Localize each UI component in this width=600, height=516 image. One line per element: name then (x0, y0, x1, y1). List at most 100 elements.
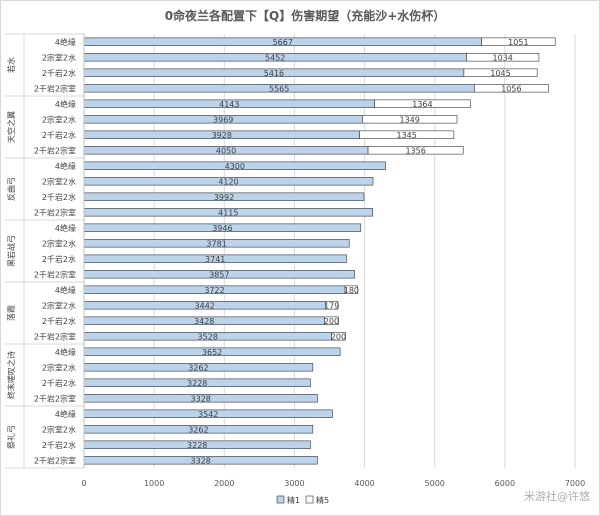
category-label: 2宗室2水 (42, 300, 76, 310)
category-label: 2宗室2水 (42, 238, 76, 248)
bar-series-2 (481, 37, 556, 46)
data-label-series-2: 200 (331, 332, 346, 341)
data-label-series-1: 3262 (188, 425, 208, 434)
group-label: 天空之翼 (6, 111, 16, 143)
bar-series-2 (374, 99, 471, 108)
legend-swatch-series-1 (276, 495, 285, 504)
category-label: 2宗室2水 (42, 114, 76, 124)
category-label: 4绝缘 (55, 409, 76, 419)
data-label-series-1: 5416 (264, 69, 284, 78)
category-label: 2宗室2水 (42, 424, 76, 434)
x-tick-label: 6000 (495, 479, 515, 488)
category-label: 2千岩2宗室 (34, 269, 76, 279)
category-label: 2千岩2宗室 (34, 331, 76, 341)
category-label: 4绝缘 (55, 99, 76, 109)
category-label: 2千岩2水 (42, 192, 76, 202)
category-label: 2千岩2宗室 (34, 393, 76, 403)
category-label: 2千岩2水 (42, 130, 76, 140)
group-label: 若水 (6, 57, 16, 73)
category-label: 2千岩2水 (42, 316, 76, 326)
category-label: 4绝缘 (55, 37, 76, 47)
data-label-series-1: 3528 (198, 332, 218, 341)
data-label-series-1: 3857 (209, 270, 229, 279)
category-label: 2千岩2宗室 (34, 83, 76, 93)
data-label-series-2: 180 (344, 286, 359, 295)
data-label-series-1: 3722 (204, 286, 224, 295)
bar-series-2 (367, 146, 464, 155)
data-label-series-1: 3946 (212, 224, 232, 233)
data-label-series-2: 200 (324, 317, 339, 326)
data-label-series-1: 3328 (191, 456, 211, 465)
category-label: 2宗室2水 (42, 362, 76, 372)
data-label-series-2: 1056 (501, 84, 521, 93)
bar-series-2 (362, 115, 458, 124)
category-label: 4绝缘 (55, 161, 76, 171)
data-label-series-1: 3741 (205, 255, 225, 264)
data-label-series-2: 1364 (412, 100, 432, 109)
data-label-series-1: 4300 (225, 162, 245, 171)
data-label-series-1: 5452 (265, 53, 285, 62)
data-label-series-1: 5565 (269, 84, 289, 93)
category-label: 2宗室2水 (42, 176, 76, 186)
category-label: 2千岩2宗室 (34, 145, 76, 155)
x-tick-label: 2000 (214, 479, 234, 488)
x-tick-label: 1000 (144, 479, 164, 488)
data-label-series-1: 3542 (198, 410, 218, 419)
data-label-series-1: 4143 (219, 100, 239, 109)
data-label-series-1: 3228 (187, 379, 207, 388)
data-label-series-1: 3969 (213, 115, 233, 124)
data-label-series-1: 4050 (216, 146, 236, 155)
category-label: 2宗室2水 (42, 52, 76, 62)
bar-series-2 (466, 53, 540, 62)
data-label-series-1: 5667 (273, 38, 293, 47)
data-label-series-2: 1034 (493, 53, 513, 62)
category-label: 2千岩2水 (42, 68, 76, 78)
data-label-series-1: 3328 (191, 394, 211, 403)
data-label-series-2: 179 (324, 301, 339, 310)
data-label-series-1: 3228 (187, 441, 207, 450)
group-label: 终末嗟叹之诗 (6, 351, 16, 399)
legend-label-series-2: 精5 (316, 495, 329, 505)
category-label: 2千岩2宗室 (34, 207, 76, 217)
category-label: 4绝缘 (55, 347, 76, 357)
bar-series-2 (463, 68, 538, 77)
data-label-series-2: 1356 (405, 146, 425, 155)
data-label-series-1: 3992 (214, 193, 234, 202)
bar-series-2 (474, 84, 549, 93)
group-label: 祭礼弓 (6, 425, 16, 449)
data-label-series-2: 1051 (508, 38, 528, 47)
category-label: 2千岩2水 (42, 378, 76, 388)
legend-label-series-1: 精1 (287, 495, 300, 505)
data-label-series-1: 4120 (218, 177, 238, 186)
data-label-series-1: 3652 (202, 348, 222, 357)
legend-swatch-series-2 (305, 495, 314, 504)
category-label: 4绝缘 (55, 223, 76, 233)
legend: 精1 精5 (276, 495, 329, 505)
data-label-series-1: 3262 (188, 363, 208, 372)
watermark: 米游社@许悠 (524, 489, 590, 503)
category-label: 2千岩2水 (42, 440, 76, 450)
x-tick-label: 7000 (565, 479, 585, 488)
x-tick-label: 5000 (425, 479, 445, 488)
bar-series-2 (331, 332, 346, 341)
data-label-series-2: 1349 (400, 115, 420, 124)
bar-series-2 (325, 301, 339, 310)
bar-series-2 (359, 130, 455, 139)
data-label-series-2: 1045 (490, 69, 510, 78)
group-label: 落霞 (6, 305, 16, 321)
data-label-series-2: 1345 (397, 131, 417, 140)
x-tick-label: 3000 (284, 479, 304, 488)
bar-series-2 (324, 316, 339, 325)
bar-series-2 (344, 285, 358, 294)
x-tick-label: 4000 (354, 479, 374, 488)
category-label: 2千岩2水 (42, 254, 76, 264)
data-label-series-1: 3442 (195, 301, 215, 310)
data-label-series-1: 3428 (194, 317, 214, 326)
data-label-series-1: 3781 (206, 239, 226, 248)
data-label-series-1: 3928 (212, 131, 232, 140)
category-label: 4绝缘 (55, 285, 76, 295)
data-label-series-1: 4115 (218, 208, 238, 217)
group-label: 黑岩战弓 (6, 235, 16, 267)
